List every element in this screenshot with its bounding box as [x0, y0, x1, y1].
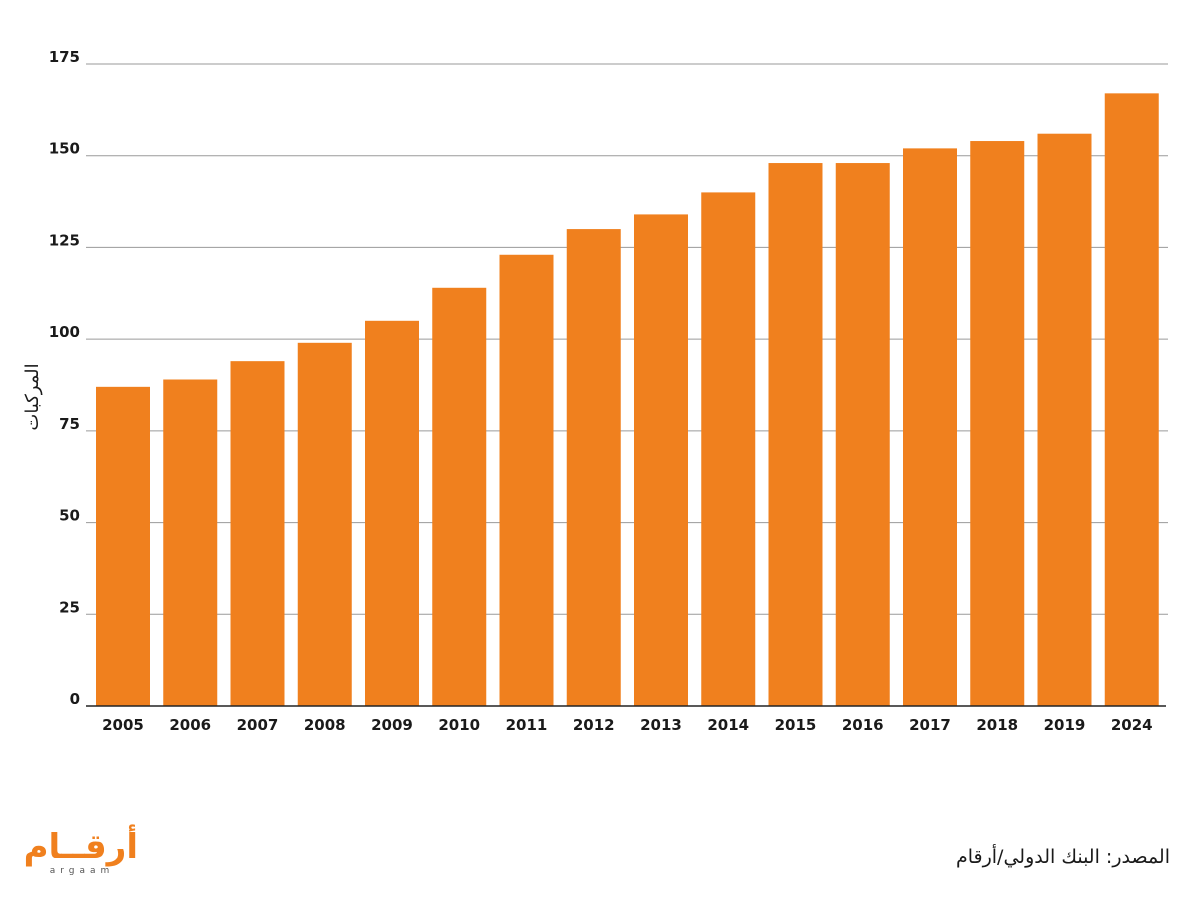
- y-tick-label: 150: [49, 140, 80, 158]
- x-tick-label: 2009: [371, 716, 413, 734]
- bar-2019: [1037, 133, 1092, 706]
- bar-2014: [701, 192, 756, 706]
- x-tick-label: 2010: [438, 716, 480, 734]
- argaam-logo: أرقــام argaam: [23, 827, 138, 880]
- bar-2007: [230, 361, 285, 706]
- bar-2011: [499, 254, 554, 706]
- bar-2006: [163, 379, 218, 706]
- x-tick-label: 2005: [102, 716, 144, 734]
- x-tick-label: 2017: [909, 716, 951, 734]
- y-axis-ticks: 0 25 50 75 100 125 150 175: [49, 48, 80, 708]
- bar-2008: [297, 342, 352, 706]
- logo-arabic-text: أرقــام: [23, 827, 138, 867]
- x-tick-label: 2011: [506, 716, 548, 734]
- x-tick-label: 2019: [1044, 716, 1086, 734]
- x-tick-label: 2008: [304, 716, 346, 734]
- bar-2009: [365, 320, 419, 706]
- x-tick-label: 2007: [237, 716, 279, 734]
- y-tick-label: 0: [70, 690, 80, 708]
- x-tick-label: 2014: [707, 716, 749, 734]
- bar-2024: [1104, 93, 1159, 706]
- bar-2005: [96, 386, 150, 706]
- x-tick-label: 2012: [573, 716, 615, 734]
- x-tick-label: 2006: [169, 716, 211, 734]
- y-tick-label: 75: [59, 415, 80, 433]
- bar-2013: [634, 214, 688, 706]
- x-tick-label: 2018: [976, 716, 1018, 734]
- logo-latin-text: argaam: [49, 866, 115, 876]
- bar-2016: [835, 163, 890, 707]
- y-tick-label: 25: [59, 598, 80, 616]
- x-tick-label: 2024: [1111, 716, 1153, 734]
- y-tick-label: 175: [49, 48, 80, 66]
- bar-2017: [903, 148, 957, 706]
- y-tick-label: 50: [59, 507, 80, 525]
- source-note: المصدر: البنك الدولي/أرقام: [955, 846, 1170, 868]
- y-tick-label: 125: [49, 231, 80, 249]
- bar-2015: [768, 163, 823, 707]
- x-tick-label: 2016: [842, 716, 884, 734]
- bar-2012: [566, 229, 621, 707]
- bar-2010: [432, 287, 487, 706]
- x-tick-label: 2013: [640, 716, 682, 734]
- y-tick-label: 100: [49, 323, 80, 341]
- bars: [96, 93, 1159, 707]
- x-tick-label: 2015: [775, 716, 817, 734]
- x-axis-ticks: 2005 2006 2007 2008 2009 2010 2011 2012 2013 2014…: [102, 716, 1153, 734]
- y-axis-label: المركبات: [22, 363, 43, 430]
- bar-2018: [970, 141, 1025, 707]
